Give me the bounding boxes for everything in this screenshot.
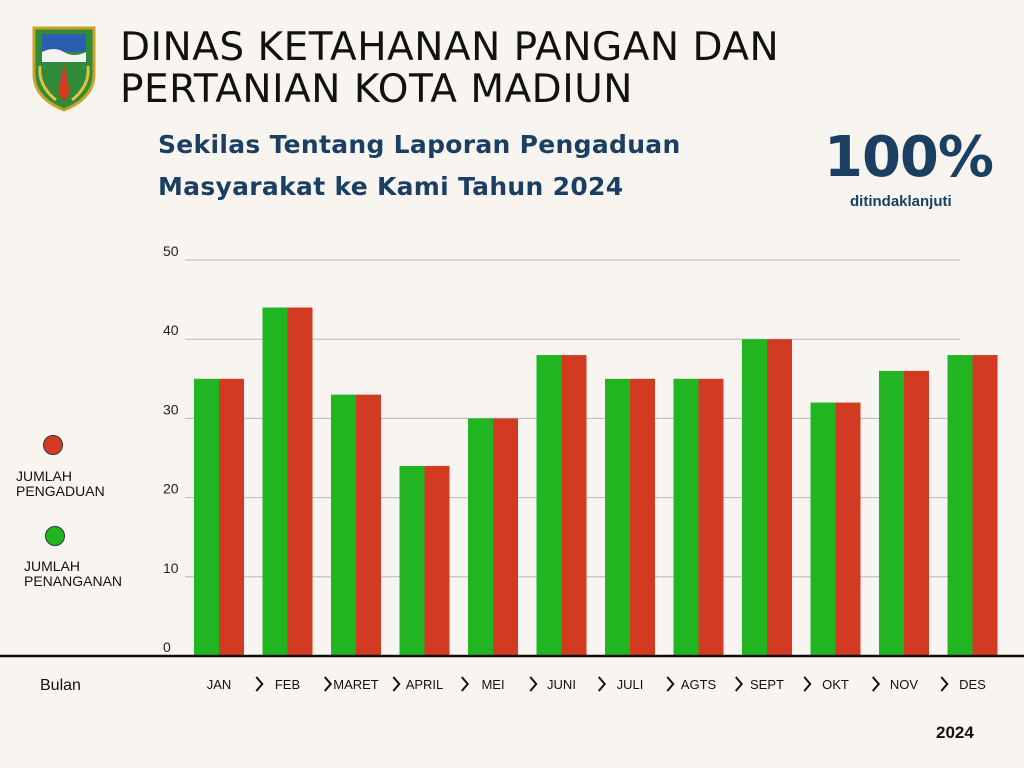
- bar-handled-mei: [468, 418, 493, 656]
- x-tick-label: JUNI: [547, 677, 576, 692]
- bar-handled-sept: [742, 339, 767, 656]
- x-tick-label: JAN: [207, 677, 232, 692]
- legend-dot-handled: [45, 526, 65, 546]
- x-tick-label: MEI: [481, 677, 504, 692]
- report-subtitle-line2: Masyarakat ke Kami Tahun 2024: [158, 172, 624, 201]
- bar-handled-des: [947, 355, 973, 656]
- chevron-right-icon: [460, 676, 470, 692]
- legend-label-handled-line2: PENANGANAN: [24, 573, 123, 589]
- x-tick-label: APRIL: [406, 677, 444, 692]
- x-tick-label: MARET: [333, 677, 379, 692]
- org-title-line2: PERTANIAN KOTA MADIUN: [120, 67, 633, 112]
- y-tick-label: 30: [163, 401, 179, 417]
- legend-dot-complaints: [43, 435, 63, 455]
- y-tick-label: 10: [163, 560, 179, 576]
- x-tick-label: SEPT: [750, 677, 784, 692]
- completion-label: ditindaklanjuti: [850, 193, 952, 210]
- bar-complaints-sept: [767, 339, 792, 656]
- x-tick-label: OKT: [822, 677, 849, 692]
- chevron-right-icon: [255, 676, 264, 692]
- x-axis-label: Bulan: [40, 677, 81, 694]
- legend-label-complaints: JUMLAH PENGADUAN: [16, 469, 166, 499]
- chevron-right-icon: [597, 676, 607, 692]
- bar-complaints-mei: [493, 418, 518, 656]
- bar-complaints-april: [424, 465, 450, 656]
- chevron-right-icon: [734, 676, 744, 692]
- y-tick-label: 20: [163, 481, 179, 497]
- bar-complaints-okt: [835, 402, 861, 656]
- bar-complaints-agts: [698, 378, 724, 656]
- chevron-right-icon: [666, 676, 675, 692]
- bar-handled-feb: [262, 307, 288, 656]
- chevron-right-icon: [803, 676, 812, 692]
- x-tick-label: AGTS: [681, 677, 717, 692]
- bar-complaints-juni: [561, 355, 587, 656]
- legend-label-handled: JUMLAH PENANGANAN: [24, 559, 174, 589]
- bar-complaints-nov: [904, 370, 929, 656]
- y-tick-label: 50: [163, 243, 179, 259]
- bar-handled-juni: [536, 355, 562, 656]
- bar-handled-nov: [879, 370, 904, 656]
- bar-handled-juli: [605, 378, 630, 656]
- y-tick-label: 0: [163, 639, 171, 655]
- bar-handled-jan: [194, 378, 219, 656]
- x-tick-label: JULI: [617, 677, 644, 692]
- x-tick-label: NOV: [890, 677, 919, 692]
- x-tick-label: FEB: [275, 677, 300, 692]
- bar-complaints-juli: [630, 378, 655, 656]
- y-tick-label: 40: [163, 322, 179, 338]
- bar-complaints-feb: [287, 307, 313, 656]
- bar-complaints-jan: [219, 378, 244, 656]
- bar-handled-agts: [673, 378, 699, 656]
- chevron-right-icon: [323, 676, 333, 692]
- report-year: 2024: [936, 723, 974, 742]
- bar-handled-okt: [810, 402, 836, 656]
- completion-percentage: 100%: [824, 125, 994, 190]
- bar-handled-april: [399, 465, 425, 656]
- madiun-emblem-logo: [32, 26, 96, 112]
- bar-handled-maret: [331, 394, 356, 656]
- legend-label-complaints-line2: PENGADUAN: [16, 483, 105, 499]
- chevron-right-icon: [529, 676, 538, 692]
- bar-complaints-maret: [356, 394, 381, 656]
- org-title-line1: DINAS KETAHANAN PANGAN DAN: [120, 25, 780, 70]
- chevron-right-icon: [940, 676, 949, 692]
- chevron-right-icon: [392, 676, 401, 692]
- legend-label-handled-line1: JUMLAH: [24, 558, 81, 574]
- x-tick-label: DES: [959, 677, 986, 692]
- legend-label-complaints-line1: JUMLAH: [16, 468, 73, 484]
- report-subtitle-line1: Sekilas Tentang Laporan Pengaduan: [158, 130, 681, 159]
- bar-complaints-des: [972, 355, 998, 656]
- chevron-right-icon: [871, 676, 881, 692]
